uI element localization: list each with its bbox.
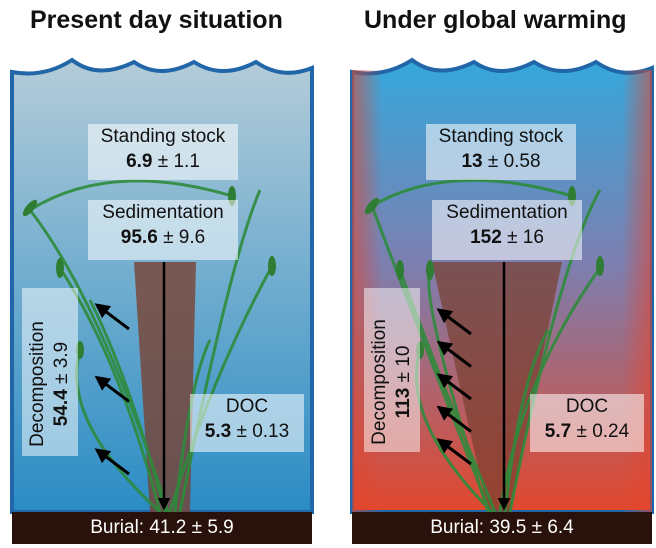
decomposition-box-present — [22, 288, 78, 456]
sedimentation-label: Sedimentation — [102, 202, 224, 223]
panel-title-warming: Under global warming — [364, 6, 627, 34]
doc-label: DOC — [565, 396, 609, 417]
decomposition-arrow — [94, 303, 130, 331]
decomposition-text-present: Decomposition 54.4 ± 3.9 — [27, 321, 72, 447]
sedimentation-value: 95.6 ± 9.6 — [120, 227, 206, 248]
decomposition-arrow — [436, 373, 472, 401]
standing-stock-box-present: Standing stock 6.9 ± 1.1 — [88, 124, 238, 180]
standing-stock-value: 6.9 ± 1.1 — [126, 151, 200, 172]
doc-label: DOC — [225, 396, 269, 417]
standing-stock-label: Standing stock — [100, 126, 226, 147]
decomposition-arrow — [94, 375, 130, 403]
burial-label-present: Burial: 41.2 ± 5.9 — [12, 512, 312, 544]
decomposition-box-warming — [364, 288, 420, 452]
panel-title-present: Present day situation — [30, 6, 283, 34]
doc-box-present: DOC 5.3 ± 0.13 — [190, 394, 304, 452]
decomposition-arrow — [436, 438, 472, 466]
decomposition-arrow — [436, 308, 472, 336]
sedimentation-label: Sedimentation — [446, 202, 568, 223]
sedimentation-box-warming: Sedimentation 152 ± 16 — [432, 200, 582, 260]
plant-buds-warming — [364, 186, 604, 359]
decomposition-arrow — [94, 448, 130, 476]
standing-stock-label: Standing stock — [438, 126, 564, 147]
doc-value: 5.3 ± 0.13 — [204, 421, 290, 442]
doc-box-warming: DOC 5.7 ± 0.24 — [530, 394, 644, 452]
standing-stock-value: 13 ± 0.58 — [461, 151, 541, 172]
doc-value: 5.7 ± 0.24 — [544, 421, 630, 442]
decomposition-arrow — [436, 405, 472, 433]
sedimentation-value: 152 ± 16 — [470, 227, 544, 248]
decomposition-text-warming: Decomposition 113 ± 10 — [369, 319, 414, 445]
sedimentation-box-present: Sedimentation 95.6 ± 9.6 — [88, 200, 238, 260]
burial-label-warming: Burial: 39.5 ± 6.4 — [352, 512, 652, 544]
decomposition-arrow — [436, 340, 472, 368]
flux-wedge-warming — [432, 262, 562, 512]
standing-stock-box-warming: Standing stock 13 ± 0.58 — [426, 124, 576, 180]
